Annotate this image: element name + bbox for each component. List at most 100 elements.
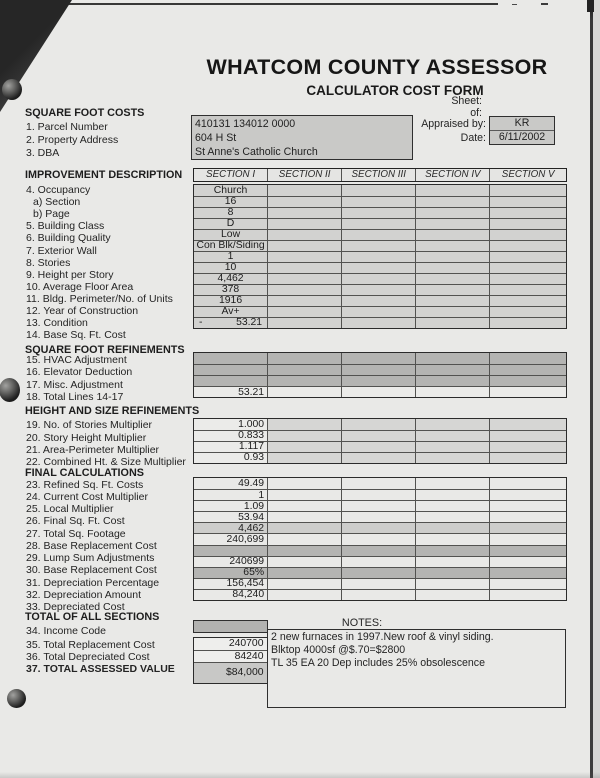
empty-cell [490, 534, 566, 545]
field-label-dba: 3. DBA [26, 147, 60, 159]
property-address-value: 604 H St [195, 132, 237, 145]
empty-cell [416, 353, 491, 365]
empty-cell [490, 240, 566, 251]
section-heading-total-all-sections: TOTAL OF ALL SECTIONS [25, 611, 160, 623]
empty-cell [342, 523, 417, 534]
empty-cell [490, 295, 566, 306]
section1-value-cell: 1 [194, 490, 269, 501]
empty-cell [268, 218, 343, 229]
empty-cell [268, 452, 343, 463]
table-row: 240699 [194, 555, 566, 567]
table-row: - 53.21 [194, 316, 566, 328]
empty-cell [490, 306, 566, 317]
empty-cell [490, 512, 566, 523]
empty-cell [416, 317, 491, 328]
empty-cell [416, 376, 491, 387]
row-label: 31. Depreciation Percentage [26, 576, 160, 589]
empty-cell [490, 284, 566, 295]
row-label: 16. Elevator Deduction [26, 366, 133, 378]
section1-value-cell: 0.93 [194, 452, 269, 463]
row-label: 22. Combined Ht. & Size Multiplier [26, 456, 186, 468]
row-label: 33. Depreciated Cost [26, 601, 125, 613]
sheet-label: Sheet: [451, 95, 482, 107]
row-label: 36. Total Depreciated Cost [26, 651, 150, 663]
sqft-refinements-table: 53.21 [193, 352, 567, 399]
empty-cell [416, 284, 491, 295]
empty-cell [490, 452, 566, 463]
section1-value-cell: 65% [194, 567, 269, 578]
scan-speck [512, 3, 517, 6]
row-label: 28. Base Replacement Cost [26, 539, 157, 552]
date-label: Date: [460, 131, 486, 144]
empty-cell [342, 534, 417, 545]
total-depreciated-value-cell: 84240 [194, 649, 267, 662]
table-row: 240,699 [194, 533, 566, 545]
table-row: Church [194, 184, 566, 196]
empty-cell [490, 353, 566, 365]
empty-cell [342, 452, 417, 463]
scan-speck [541, 2, 548, 6]
hole-punch-top [2, 79, 22, 100]
empty-cell [490, 441, 566, 452]
empty-cell [490, 430, 566, 441]
empty-cell [490, 418, 566, 430]
empty-cell [268, 545, 343, 556]
note-line: TL 35 EA 20 Dep includes 25% obsolescenc… [271, 657, 485, 670]
section1-value-cell: 8 [194, 207, 269, 218]
notes-title: NOTES: [341, 617, 383, 629]
empty-cell [416, 262, 491, 273]
row-label: 14. Base Sq. Ft. Cost [26, 329, 126, 341]
empty-cell [342, 284, 417, 295]
table-row: 65% [194, 566, 566, 578]
table-row: 84,240 [194, 588, 566, 601]
row-label: 27. Total Sq. Footage [26, 527, 126, 540]
empty-cell [268, 229, 343, 240]
empty-cell [268, 556, 343, 567]
empty-cell [268, 523, 343, 534]
empty-cell [416, 184, 491, 196]
field-label-property-address: 2. Property Address [26, 134, 119, 146]
empty-cell [342, 578, 417, 589]
table-row: 53.21 [194, 386, 566, 398]
row-label: 8. Stories [26, 257, 71, 269]
empty-cell [268, 273, 343, 284]
row-label: 25. Local Multiplier [26, 503, 114, 515]
empty-cell [342, 184, 417, 196]
empty-cell [268, 376, 343, 387]
section-heading-height-size-refinements: HEIGHT AND SIZE REFINEMENTS [25, 404, 200, 417]
empty-cell [342, 218, 417, 229]
empty-cell [342, 196, 417, 207]
row-label: 4. Occupancy [26, 184, 91, 196]
income-code-box [193, 620, 268, 633]
empty-cell [416, 478, 491, 490]
row-label: 30. Base Replacement Cost [26, 564, 157, 576]
table-row: Av+ [194, 305, 566, 317]
empty-cell [416, 567, 491, 578]
row-label: 10. Average Floor Area [26, 281, 134, 293]
row-label-total-assessed: 37. TOTAL ASSESSED VALUE [26, 663, 175, 675]
section1-value-cell: 1916 [194, 295, 269, 306]
table-row: 1.117 [194, 440, 566, 452]
empty-cell [342, 478, 417, 490]
row-label: 9. Height per Story [26, 269, 114, 281]
section1-value-cell [194, 365, 269, 376]
empty-cell [416, 207, 491, 218]
section1-value-cell: 53.94 [194, 512, 269, 523]
section-column-header: SECTION III [342, 168, 417, 181]
empty-cell [490, 376, 566, 387]
appraised-by-value: KR [490, 117, 554, 131]
section1-value-cell: Church [194, 184, 269, 196]
empty-cell [416, 523, 491, 534]
section1-value-cell: 10 [194, 262, 269, 273]
totals-box: 240700 84240 $84,000 [193, 636, 268, 684]
row-label: 19. No. of Stories Multiplier [26, 419, 153, 431]
empty-cell [342, 317, 417, 328]
empty-cell [416, 490, 491, 501]
paper-edge-line [590, 0, 593, 778]
empty-cell [268, 430, 343, 441]
parcel-number-value: 410131 134012 0000 [195, 118, 296, 130]
table-row: 1.000 [194, 418, 566, 430]
empty-cell [490, 490, 566, 501]
empty-cell [490, 556, 566, 567]
final-calculations-table: 49.49 1 1.09 53.94 4,462 240,699 240699 … [193, 477, 567, 602]
